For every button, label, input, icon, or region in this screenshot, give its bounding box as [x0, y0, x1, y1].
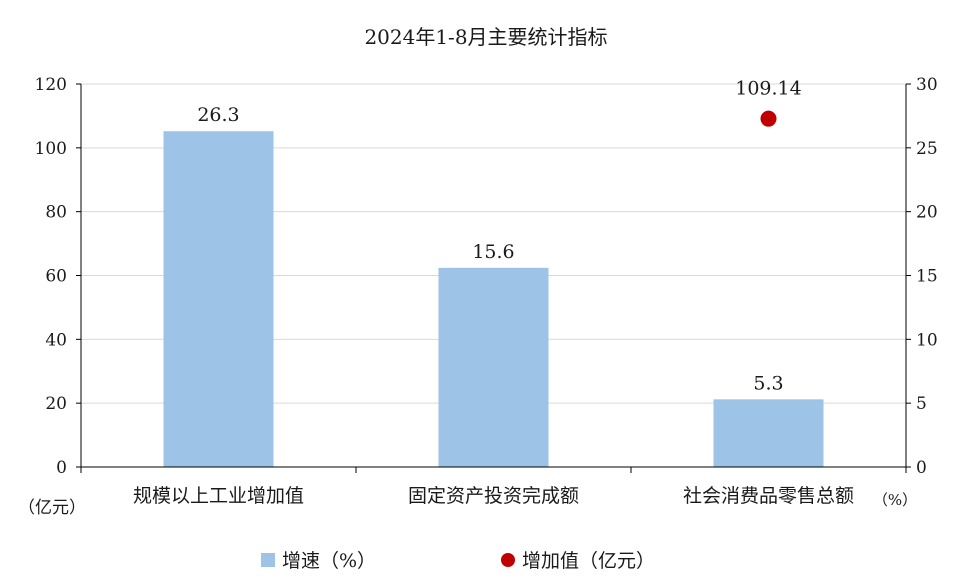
bar-value-label: 5.3 — [753, 372, 783, 394]
right-axis-tick-label: 15 — [916, 267, 938, 287]
x-axis-category-label: 社会消费品零售总额 — [683, 485, 854, 507]
bar-value-label: 26.3 — [197, 104, 239, 126]
left-axis-tick-label: 120 — [35, 75, 67, 95]
left-axis-tick-label: 20 — [45, 394, 67, 414]
left-axis-tick-label: 40 — [45, 330, 67, 350]
bar — [438, 267, 549, 467]
x-axis-category-label: 固定资产投资完成额 — [408, 485, 579, 507]
bar — [163, 131, 274, 467]
left-axis-tick-label: 0 — [56, 458, 67, 478]
legend-marker-point — [501, 553, 515, 567]
right-axis-unit-label: （%） — [873, 491, 917, 509]
bar — [713, 399, 824, 467]
point-value-label: 109.14 — [735, 78, 801, 100]
right-axis-tick-label: 30 — [916, 75, 938, 95]
bar-series: 26.3 15.6 5.3 — [163, 104, 824, 467]
x-axis-category-label: 规模以上工业增加值 — [133, 485, 304, 507]
right-axis-tick-label: 20 — [916, 203, 938, 223]
right-axis-tick-label: 0 — [916, 458, 927, 478]
legend-marker-bar — [261, 553, 275, 567]
legend-entry-label: 增加值（亿元） — [522, 550, 655, 572]
left-axis-tick-label: 60 — [45, 267, 67, 287]
left-axis-tick-label: 100 — [35, 139, 67, 159]
right-axis-tick-label: 10 — [916, 330, 938, 350]
legend: 增速（%） 增加值（亿元） — [261, 550, 655, 572]
axes: 0 20 40 60 80 100 120 （亿元） 0 5 10 15 20 25 30 （%） 规模以上工业… — [18, 75, 938, 518]
right-axis-tick-label: 25 — [916, 139, 938, 159]
left-axis-tick-label: 80 — [45, 203, 67, 223]
legend-entry-label: 增速（%） — [282, 550, 376, 572]
bar-value-label: 15.6 — [472, 241, 514, 263]
point-series: 109.14 — [735, 78, 802, 127]
right-axis-tick-label: 5 — [916, 394, 927, 414]
left-axis-unit-label: （亿元） — [18, 498, 86, 518]
chart-title: 2024年1-8月主要统计指标 — [364, 25, 607, 49]
data-point — [760, 110, 777, 127]
